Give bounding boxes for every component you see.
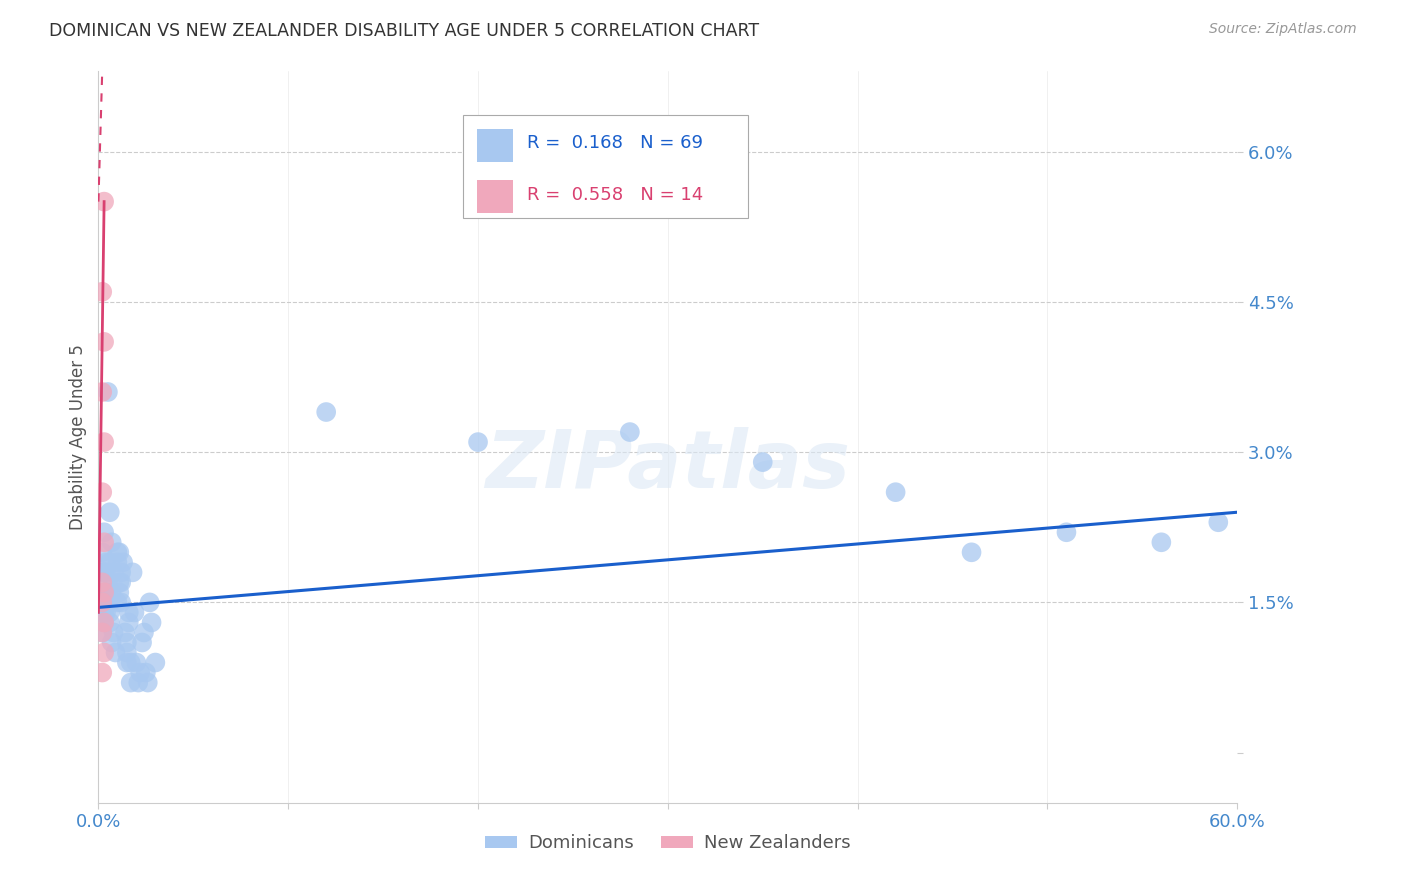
Point bbox=[94, 566, 117, 580]
Point bbox=[115, 646, 138, 660]
Point bbox=[93, 535, 115, 549]
Point bbox=[97, 595, 120, 609]
Point bbox=[619, 425, 641, 439]
Point bbox=[120, 656, 142, 670]
Point bbox=[91, 384, 114, 399]
Point bbox=[103, 625, 125, 640]
Point bbox=[135, 665, 157, 680]
Point bbox=[752, 455, 775, 469]
Point bbox=[112, 555, 135, 569]
Point bbox=[467, 435, 489, 450]
Point bbox=[1150, 535, 1173, 549]
FancyBboxPatch shape bbox=[477, 128, 513, 162]
Point bbox=[127, 675, 149, 690]
Point bbox=[91, 625, 114, 640]
Point bbox=[107, 555, 129, 569]
Point bbox=[93, 566, 115, 580]
Point bbox=[94, 585, 117, 599]
FancyBboxPatch shape bbox=[477, 180, 513, 213]
Point bbox=[129, 665, 152, 680]
Point bbox=[94, 555, 117, 569]
Legend: Dominicans, New Zealanders: Dominicans, New Zealanders bbox=[478, 827, 858, 860]
Point bbox=[960, 545, 983, 559]
Point bbox=[110, 575, 132, 590]
Point bbox=[138, 595, 160, 609]
Point bbox=[93, 525, 115, 540]
Point bbox=[120, 675, 142, 690]
Point bbox=[98, 615, 121, 630]
Point bbox=[93, 585, 115, 599]
Point bbox=[91, 665, 114, 680]
Point bbox=[93, 615, 115, 630]
Point bbox=[94, 585, 117, 599]
Point bbox=[93, 646, 115, 660]
Point bbox=[132, 625, 155, 640]
Point bbox=[98, 606, 121, 620]
Point bbox=[884, 485, 907, 500]
Point bbox=[108, 585, 131, 599]
Text: R =  0.168   N = 69: R = 0.168 N = 69 bbox=[527, 135, 703, 153]
Point bbox=[91, 595, 114, 609]
Point bbox=[118, 606, 141, 620]
Point bbox=[91, 485, 114, 500]
Point bbox=[107, 595, 129, 609]
Point bbox=[97, 585, 120, 599]
Point bbox=[93, 606, 115, 620]
Point bbox=[115, 656, 138, 670]
Point bbox=[107, 545, 129, 559]
Point bbox=[136, 675, 159, 690]
Text: R =  0.558   N = 14: R = 0.558 N = 14 bbox=[527, 186, 703, 203]
Point bbox=[124, 606, 146, 620]
Point bbox=[131, 635, 153, 649]
Point bbox=[93, 595, 115, 609]
Point bbox=[93, 435, 115, 450]
Point bbox=[98, 555, 121, 569]
Point bbox=[93, 566, 115, 580]
Point bbox=[98, 505, 121, 519]
Point bbox=[121, 566, 143, 580]
Point bbox=[93, 194, 115, 209]
Point bbox=[315, 405, 337, 419]
Point bbox=[145, 656, 167, 670]
Point bbox=[115, 635, 138, 649]
Y-axis label: Disability Age Under 5: Disability Age Under 5 bbox=[69, 344, 87, 530]
Point bbox=[93, 615, 115, 630]
FancyBboxPatch shape bbox=[463, 115, 748, 218]
Point bbox=[93, 334, 115, 349]
Point bbox=[97, 595, 120, 609]
Text: DOMINICAN VS NEW ZEALANDER DISABILITY AGE UNDER 5 CORRELATION CHART: DOMINICAN VS NEW ZEALANDER DISABILITY AG… bbox=[49, 22, 759, 40]
Point bbox=[94, 585, 117, 599]
Point bbox=[118, 615, 141, 630]
Point bbox=[110, 566, 132, 580]
Point bbox=[91, 575, 114, 590]
Point bbox=[108, 545, 131, 559]
Point bbox=[100, 585, 122, 599]
Point bbox=[125, 656, 148, 670]
Point bbox=[100, 635, 122, 649]
Point bbox=[91, 606, 114, 620]
Text: ZIPatlas: ZIPatlas bbox=[485, 427, 851, 506]
Point bbox=[104, 646, 127, 660]
Point bbox=[103, 566, 125, 580]
Point bbox=[114, 625, 136, 640]
Point bbox=[1056, 525, 1078, 540]
Point bbox=[108, 575, 131, 590]
Point bbox=[110, 595, 132, 609]
Point bbox=[97, 575, 120, 590]
Point bbox=[141, 615, 163, 630]
Point bbox=[94, 606, 117, 620]
Point bbox=[91, 545, 114, 559]
Point bbox=[1208, 515, 1230, 529]
Point bbox=[97, 384, 120, 399]
Point bbox=[91, 625, 114, 640]
Point bbox=[100, 535, 122, 549]
Text: Source: ZipAtlas.com: Source: ZipAtlas.com bbox=[1209, 22, 1357, 37]
Point bbox=[91, 285, 114, 299]
